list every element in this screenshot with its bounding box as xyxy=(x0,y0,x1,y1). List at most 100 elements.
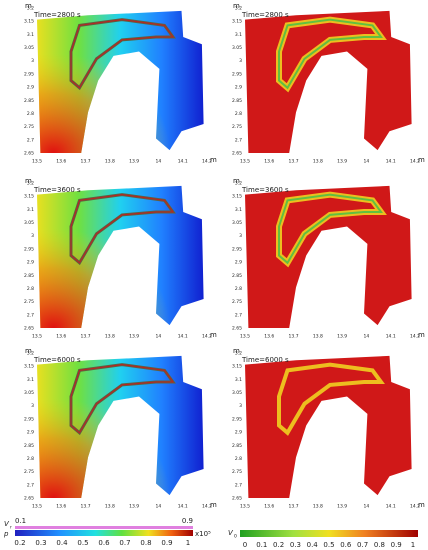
p-label: p xyxy=(3,530,9,538)
phase-contour-edge xyxy=(70,194,174,264)
x-tick-label: 14.2 xyxy=(410,159,420,165)
axis-unit: m xyxy=(25,347,32,355)
y-tick-label: 2.65 xyxy=(232,151,242,157)
y-tick-label: 2.9 xyxy=(27,260,34,266)
x-tick-label: 14.1 xyxy=(178,334,188,340)
phase-contour-edge xyxy=(70,19,174,89)
y-tick-label: 3.05 xyxy=(232,45,242,51)
time-label: Time=6000 s xyxy=(241,356,289,364)
x-tick-label: 13.8 xyxy=(105,159,115,165)
p-tick-label: 0.8 xyxy=(140,539,151,547)
interface-core xyxy=(278,193,383,265)
x-tick-label: 14.2 xyxy=(202,334,212,340)
y-tick-label: 3 xyxy=(31,58,34,64)
x-tick-label: 14 xyxy=(156,504,162,510)
y-tick-label: 3.1 xyxy=(27,377,34,383)
axis-unit: m xyxy=(210,156,217,164)
x-tick-label: 13.6 xyxy=(56,159,66,165)
y-tick-label: 2.85 xyxy=(24,443,34,449)
vr-colorbar xyxy=(15,526,193,529)
x-tick-label: 14.2 xyxy=(202,504,212,510)
y-tick-label: 3.15 xyxy=(24,19,34,25)
p-tick-label: 0.3 xyxy=(35,539,46,547)
y-tick-label: 2.7 xyxy=(27,137,34,143)
y-tick-label: 3.2 xyxy=(27,181,34,187)
p-tick-label: 1 xyxy=(186,539,190,547)
axis-unit: m xyxy=(418,156,425,164)
v0-tick-label: 0.7 xyxy=(357,541,368,549)
x-tick-label: 14.1 xyxy=(386,334,396,340)
x-tick-label: 14.2 xyxy=(410,504,420,510)
v0-tick-label: 0.2 xyxy=(273,541,284,549)
y-tick-label: 3.2 xyxy=(235,6,242,12)
y-tick-label: 2.75 xyxy=(232,299,242,305)
y-tick-label: 2.7 xyxy=(27,482,34,488)
y-tick-label: 2.65 xyxy=(24,326,34,332)
v0-tick-label: 0.1 xyxy=(256,541,267,549)
x-tick-label: 13.6 xyxy=(264,159,274,165)
x-tick-label: 13.5 xyxy=(32,334,42,340)
y-tick-label: 2.85 xyxy=(232,443,242,449)
x-tick-label: 13.7 xyxy=(289,334,299,340)
y-tick-label: 2.95 xyxy=(24,246,34,252)
y-tick-label: 3.1 xyxy=(27,207,34,213)
y-tick-label: 3.2 xyxy=(27,351,34,357)
pressure-overlay xyxy=(37,10,204,154)
x-tick-label: 13.8 xyxy=(105,334,115,340)
x-tick-label: 13.9 xyxy=(337,504,347,510)
x-tick-label: 13.7 xyxy=(81,504,91,510)
v0-tick-label: 0 xyxy=(243,541,247,549)
y-tick-label: 3 xyxy=(239,58,242,64)
vr-tick-label: 0.1 xyxy=(15,517,26,525)
y-tick-label: 2.95 xyxy=(232,246,242,252)
y-tick-label: 2.95 xyxy=(24,416,34,422)
v0-tick-label: 0.5 xyxy=(323,541,334,549)
y-tick-label: 2.85 xyxy=(24,273,34,279)
p-tick-label: 0.5 xyxy=(77,539,88,547)
y-tick-label: 2.85 xyxy=(232,98,242,104)
y-tick-label: 3.15 xyxy=(232,19,242,25)
y-tick-label: 3.2 xyxy=(235,351,242,357)
x-tick-label: 13.7 xyxy=(81,159,91,165)
y-tick-label: 3.05 xyxy=(232,390,242,396)
x-tick-label: 13.6 xyxy=(56,334,66,340)
y-tick-label: 3.1 xyxy=(235,32,242,38)
x-tick-label: 14 xyxy=(364,334,370,340)
y-tick-label: 2.85 xyxy=(232,273,242,279)
y-tick-label: 2.95 xyxy=(24,71,34,77)
volume-fraction-field xyxy=(245,10,412,154)
p-colorbar xyxy=(15,530,193,536)
x-tick-label: 13.7 xyxy=(289,159,299,165)
pressure-overlay xyxy=(37,185,204,328)
y-tick-label: 2.75 xyxy=(24,469,34,475)
interface-band xyxy=(277,362,385,436)
y-tick-label: 2.8 xyxy=(27,286,34,292)
x-tick-label: 13.5 xyxy=(32,159,42,165)
v0-tick-label: 1 xyxy=(411,541,415,549)
volume-fraction-field xyxy=(245,185,412,328)
y-tick-label: 2.75 xyxy=(24,124,34,130)
y-tick-label: 2.95 xyxy=(232,71,242,77)
y-tick-label: 2.9 xyxy=(235,260,242,266)
x-tick-label: 14 xyxy=(364,159,370,165)
time-label: Time=3600 s xyxy=(33,186,81,194)
v0-tick-label: 0.9 xyxy=(391,541,402,549)
v0-tick-label: 0.4 xyxy=(307,541,319,549)
vr-sub: r xyxy=(10,525,12,531)
x-tick-label: 13.9 xyxy=(337,334,347,340)
axis-unit: m xyxy=(233,2,240,10)
y-tick-label: 2.65 xyxy=(232,326,242,332)
y-tick-label: 2.75 xyxy=(232,469,242,475)
interface-core xyxy=(278,18,383,90)
y-tick-label: 3.05 xyxy=(24,45,34,51)
vr-tick-label: 0.9 xyxy=(182,517,193,525)
p-tick-label: 0.6 xyxy=(98,539,110,547)
y-tick-label: 2.65 xyxy=(232,496,242,502)
phase-contour-edge xyxy=(70,364,174,434)
y-tick-label: 3.15 xyxy=(232,364,242,370)
y-tick-label: 2.8 xyxy=(27,456,34,462)
y-tick-label: 2.8 xyxy=(235,111,242,117)
p-tick-label: 0.2 xyxy=(14,539,25,547)
x-tick-label: 13.7 xyxy=(289,504,299,510)
v0-colorbar xyxy=(240,530,418,537)
